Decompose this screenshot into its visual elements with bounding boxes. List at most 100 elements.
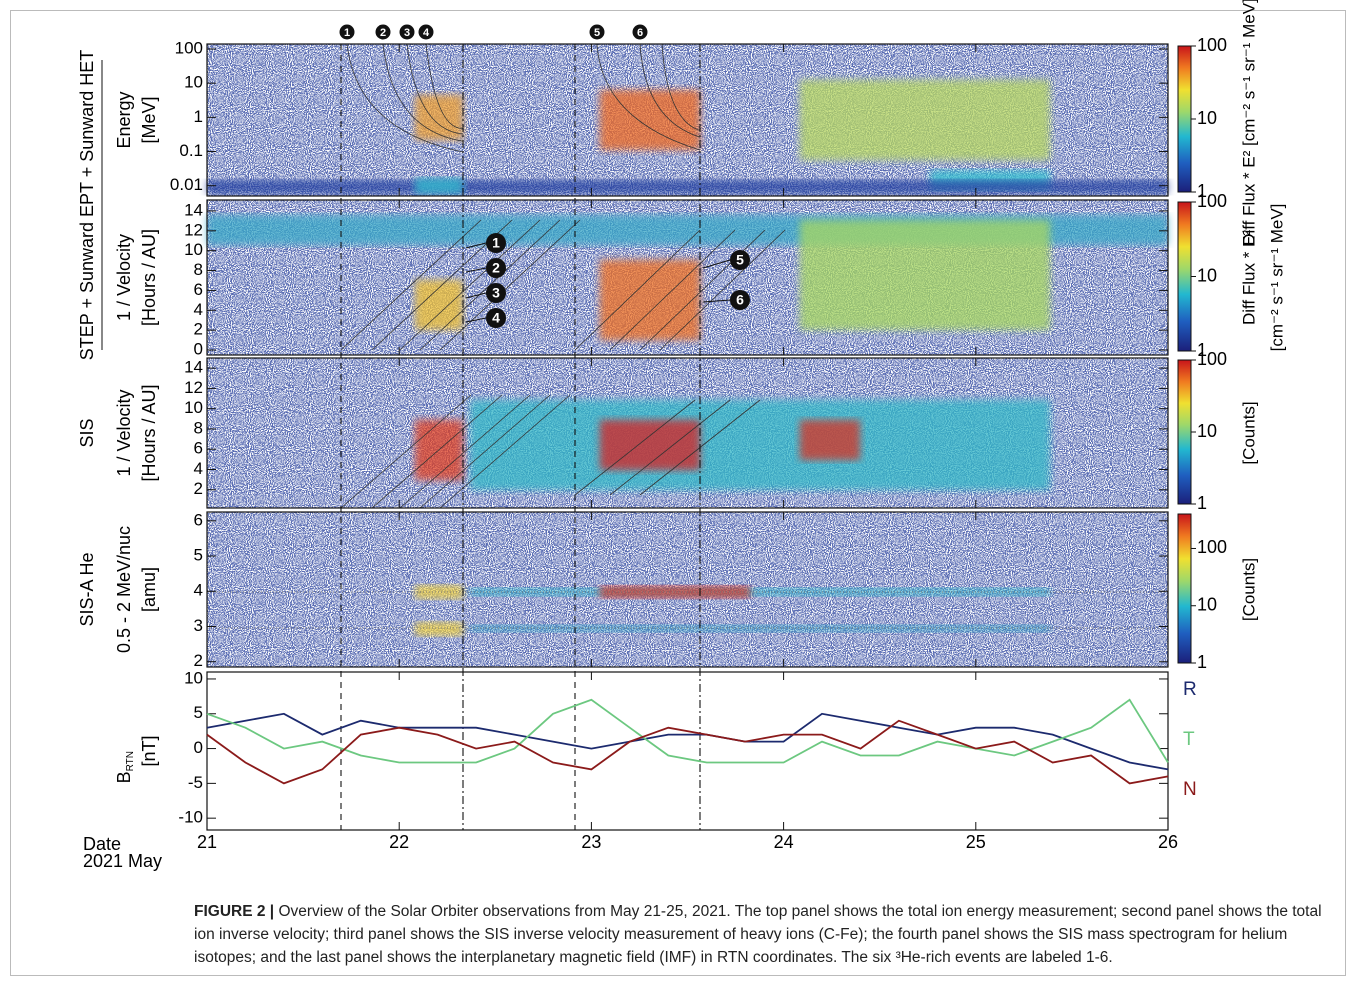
y-tick-label: -10 bbox=[178, 808, 203, 827]
event-label: 5 bbox=[736, 252, 744, 268]
event-label: 1 bbox=[492, 235, 500, 251]
event-marker bbox=[589, 24, 605, 40]
energy-curve bbox=[425, 43, 464, 129]
legend-entry: T bbox=[1183, 729, 1195, 750]
event-label: 5 bbox=[594, 27, 600, 39]
y-tick-label: 6 bbox=[194, 439, 203, 458]
colorbar-tick-label: 100 bbox=[1197, 35, 1227, 55]
y-label: BRTN bbox=[114, 751, 136, 783]
event-label: 4 bbox=[492, 310, 500, 326]
energy-curve bbox=[406, 43, 464, 135]
y-label: 1 / Velocity bbox=[114, 234, 134, 321]
y-tick-label: 0 bbox=[194, 738, 203, 757]
colorbar-label: [Counts] bbox=[1239, 558, 1258, 621]
event-label: 3 bbox=[492, 285, 500, 301]
y-tick-label: 2 bbox=[194, 479, 203, 498]
spectrogram bbox=[207, 44, 1168, 196]
dispersion-line bbox=[371, 394, 503, 509]
caption: FIGURE 2 | Overview of the Solar Orbiter… bbox=[194, 900, 1324, 969]
event-pointer bbox=[465, 292, 487, 299]
dispersion-line bbox=[574, 399, 696, 496]
colorbar-tick-label: 100 bbox=[1197, 191, 1227, 211]
event-marker bbox=[730, 250, 750, 270]
y-tick-label: 1 bbox=[194, 107, 203, 126]
event-marker bbox=[632, 24, 648, 40]
y-label: 0.5 - 2 MeV/nuc bbox=[114, 526, 134, 653]
x-tick-label: 23 bbox=[581, 832, 601, 852]
y-tick-label: 2 bbox=[194, 651, 203, 670]
energy-curve bbox=[639, 43, 701, 138]
spectrogram bbox=[207, 200, 1168, 355]
event-pointer bbox=[465, 267, 487, 273]
x-tick-label: 24 bbox=[774, 832, 794, 852]
event-label: 3 bbox=[404, 27, 410, 39]
y-tick-label: 4 bbox=[194, 459, 203, 478]
y-tick-label: 8 bbox=[194, 260, 203, 279]
y-label: [amu] bbox=[139, 567, 159, 612]
x-sublabel: 2021 May bbox=[83, 851, 162, 871]
intensity-region bbox=[800, 220, 1050, 330]
event-label: 6 bbox=[736, 292, 744, 308]
colorbar-label: Diff Flux * E² [cm⁻² s⁻¹ sr⁻¹ MeV] bbox=[1239, 0, 1258, 246]
y-tick-label: 100 bbox=[175, 38, 203, 57]
y-tick-label: 6 bbox=[194, 280, 203, 299]
y-tick-label: 10 bbox=[184, 240, 203, 259]
event-label: 4 bbox=[423, 27, 430, 39]
intensity-region bbox=[415, 95, 463, 140]
y-tick-label: 5 bbox=[194, 546, 203, 565]
group-label: SIS bbox=[77, 418, 97, 447]
event-label: 2 bbox=[380, 27, 386, 39]
colorbar-tick-label: 10 bbox=[1197, 108, 1217, 128]
b-field-line bbox=[206, 712, 1169, 771]
colorbar bbox=[1177, 359, 1192, 505]
figure-frame bbox=[10, 10, 1346, 976]
dispersion-line bbox=[399, 219, 541, 351]
event-label: 6 bbox=[637, 27, 643, 39]
event-marker bbox=[486, 233, 506, 253]
intensity-region bbox=[600, 420, 700, 470]
intensity-region bbox=[800, 80, 1050, 160]
energy-curve bbox=[661, 43, 701, 131]
event-marker bbox=[339, 24, 355, 40]
y-tick-label: 5 bbox=[194, 703, 203, 722]
event-pointer bbox=[702, 299, 731, 303]
y-tick-label: 8 bbox=[194, 418, 203, 437]
colorbar bbox=[1177, 513, 1192, 664]
group-label: STEP + Sunward EPT + Sunward HET bbox=[77, 50, 97, 360]
intensity-region bbox=[800, 420, 860, 460]
intensity-region bbox=[600, 90, 700, 150]
intensity-region bbox=[415, 178, 463, 194]
event-marker bbox=[486, 308, 506, 328]
caption-label: FIGURE 2 | bbox=[194, 903, 275, 920]
y-tick-label: 6 bbox=[194, 510, 203, 529]
colorbar-tick-label: 1 bbox=[1197, 181, 1207, 201]
y-tick-label: 0 bbox=[194, 340, 203, 359]
x-tick-label: 26 bbox=[1158, 832, 1178, 852]
y-tick-label: 3 bbox=[194, 616, 203, 635]
y-tick-label: 12 bbox=[184, 378, 203, 397]
y-tick-label: 12 bbox=[184, 220, 203, 239]
group-label: SIS-A He bbox=[77, 552, 97, 626]
intensity-region bbox=[207, 180, 1168, 194]
panel-frame bbox=[206, 199, 1169, 356]
y-tick-label: 4 bbox=[194, 581, 203, 600]
colorbar-tick-label: 1 bbox=[1197, 652, 1207, 672]
dispersion-line bbox=[399, 394, 531, 509]
dispersion-line bbox=[609, 399, 731, 496]
legend-entry: R bbox=[1183, 679, 1197, 700]
panel-frame bbox=[206, 43, 1169, 197]
caption-text: Overview of the Solar Orbiter observatio… bbox=[194, 903, 1322, 966]
y-label: [Hours / AU] bbox=[139, 384, 159, 481]
spectrogram bbox=[207, 358, 1168, 508]
energy-curve bbox=[596, 43, 701, 151]
x-tick-label: 21 bbox=[197, 832, 217, 852]
event-marker bbox=[730, 290, 750, 310]
energy-curve bbox=[346, 43, 464, 153]
event-marker bbox=[375, 24, 391, 40]
colorbar-tick-label: 100 bbox=[1197, 349, 1227, 369]
y-tick-label: 10 bbox=[184, 668, 203, 687]
legend-entry: N bbox=[1183, 779, 1197, 800]
spectrogram bbox=[207, 512, 1168, 667]
y-label: [MeV] bbox=[139, 96, 159, 143]
colorbar-tick-label: 10 bbox=[1197, 594, 1217, 614]
